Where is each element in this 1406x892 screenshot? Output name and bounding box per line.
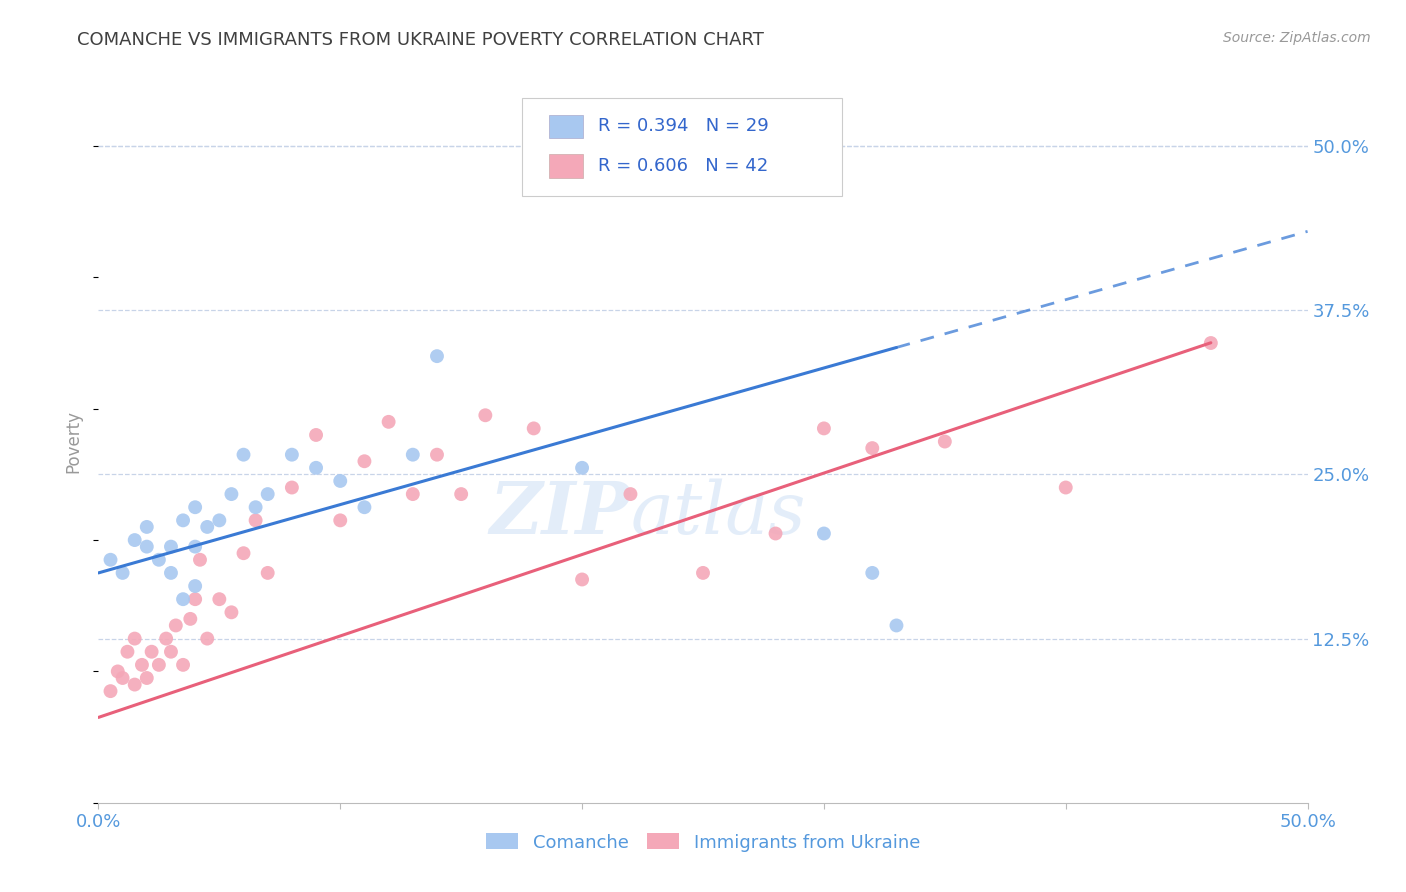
Point xyxy=(245,513,267,527)
Point xyxy=(107,665,129,679)
Point xyxy=(117,645,139,659)
FancyBboxPatch shape xyxy=(550,154,583,178)
Point xyxy=(860,566,883,580)
Point xyxy=(353,500,375,515)
Point xyxy=(165,618,187,632)
Point xyxy=(184,579,207,593)
Point xyxy=(148,657,170,672)
Point xyxy=(188,553,211,567)
FancyBboxPatch shape xyxy=(522,98,842,196)
Point xyxy=(172,592,194,607)
Point xyxy=(208,513,231,527)
Point xyxy=(184,592,207,607)
Point xyxy=(135,540,157,554)
Legend: Comanche, Immigrants from Ukraine: Comanche, Immigrants from Ukraine xyxy=(478,826,928,859)
Point xyxy=(934,434,956,449)
Point xyxy=(160,566,183,580)
Point xyxy=(100,684,122,698)
Point xyxy=(232,546,254,560)
Point xyxy=(131,657,153,672)
Point xyxy=(329,513,352,527)
Point xyxy=(111,566,134,580)
FancyBboxPatch shape xyxy=(550,114,583,138)
Point xyxy=(256,487,278,501)
Point xyxy=(765,526,787,541)
Point xyxy=(179,612,201,626)
Point xyxy=(195,632,218,646)
Point xyxy=(124,632,146,646)
Point xyxy=(426,448,449,462)
Point xyxy=(281,448,304,462)
Point xyxy=(124,533,146,547)
Point xyxy=(155,632,177,646)
Point xyxy=(160,645,183,659)
Point xyxy=(860,441,883,455)
Point xyxy=(141,645,163,659)
Point xyxy=(172,513,194,527)
Text: atlas: atlas xyxy=(630,478,806,549)
Point xyxy=(377,415,399,429)
Point xyxy=(281,481,304,495)
Text: R = 0.394   N = 29: R = 0.394 N = 29 xyxy=(598,118,769,136)
Point xyxy=(245,500,267,515)
Point xyxy=(305,460,328,475)
Point xyxy=(474,409,496,423)
Text: COMANCHE VS IMMIGRANTS FROM UKRAINE POVERTY CORRELATION CHART: COMANCHE VS IMMIGRANTS FROM UKRAINE POVE… xyxy=(77,31,765,49)
Point xyxy=(402,487,425,501)
Point xyxy=(571,573,593,587)
Point xyxy=(184,540,207,554)
Point xyxy=(135,671,157,685)
Point xyxy=(160,540,183,554)
Text: ZIP: ZIP xyxy=(489,478,630,549)
Point xyxy=(329,474,352,488)
Point xyxy=(450,487,472,501)
Point xyxy=(813,421,835,435)
Point xyxy=(221,487,243,501)
Y-axis label: Poverty: Poverty xyxy=(65,410,83,473)
Point xyxy=(124,677,146,691)
Point xyxy=(232,448,254,462)
Point xyxy=(221,605,243,619)
Point xyxy=(402,448,425,462)
Point xyxy=(135,520,157,534)
Point xyxy=(886,618,908,632)
Point xyxy=(100,553,122,567)
Point xyxy=(172,657,194,672)
Point xyxy=(111,671,134,685)
Point xyxy=(1199,336,1222,351)
Point xyxy=(571,460,593,475)
Point xyxy=(1054,481,1077,495)
Point xyxy=(426,349,449,363)
Point xyxy=(353,454,375,468)
Point xyxy=(184,500,207,515)
Point xyxy=(148,553,170,567)
Point xyxy=(813,526,835,541)
Point xyxy=(195,520,218,534)
Text: Source: ZipAtlas.com: Source: ZipAtlas.com xyxy=(1223,31,1371,45)
Point xyxy=(256,566,278,580)
Point xyxy=(692,566,714,580)
Point xyxy=(619,487,641,501)
Text: R = 0.606   N = 42: R = 0.606 N = 42 xyxy=(598,157,768,175)
Point xyxy=(305,428,328,442)
Point xyxy=(208,592,231,607)
Point xyxy=(523,421,546,435)
